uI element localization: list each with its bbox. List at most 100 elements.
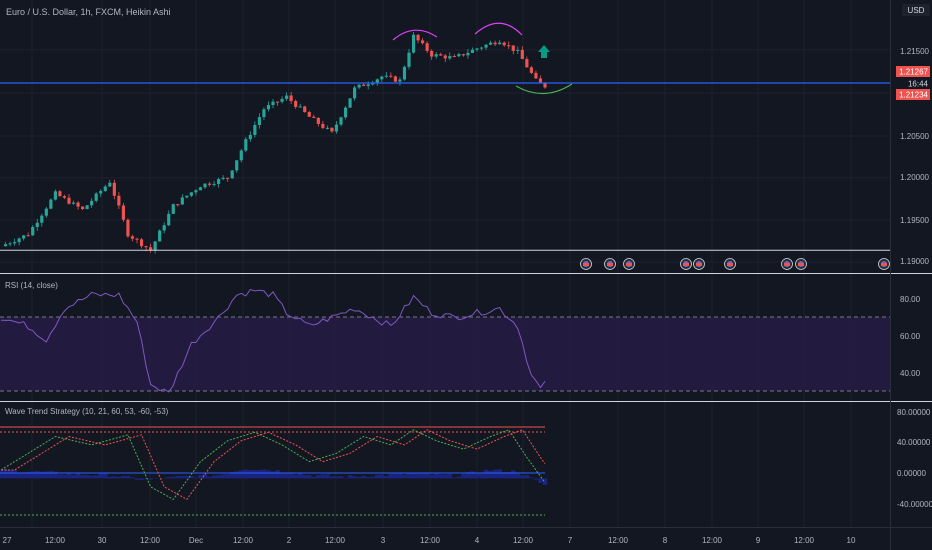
candle[interactable] [271, 101, 275, 106]
candle[interactable] [176, 204, 180, 206]
candle[interactable] [3, 244, 8, 247]
candle[interactable] [529, 67, 533, 73]
rsi-pane[interactable]: RSI (14, close) 80.00 60.00 40.00 [0, 281, 921, 393]
candle[interactable] [130, 236, 135, 239]
candle[interactable] [53, 191, 57, 200]
candle[interactable] [484, 44, 488, 48]
candle[interactable] [81, 206, 85, 210]
candle[interactable] [434, 54, 438, 57]
candle[interactable] [121, 205, 125, 220]
time-axis[interactable]: 27 12:00 30 12:00 Dec 12:00 2 12:00 3 12:00 4 12:00… [3, 536, 856, 545]
candle[interactable] [502, 42, 506, 46]
candle[interactable] [475, 48, 479, 50]
candle[interactable] [35, 222, 39, 228]
currency-button[interactable]: USD [908, 6, 925, 15]
candle[interactable] [470, 49, 475, 53]
candle[interactable] [58, 191, 62, 197]
candle[interactable] [31, 227, 35, 236]
candle[interactable] [217, 179, 221, 184]
candle[interactable] [316, 117, 320, 124]
candle[interactable] [366, 84, 370, 86]
candle[interactable] [375, 79, 379, 83]
candle[interactable] [439, 54, 443, 56]
candle[interactable] [94, 193, 98, 201]
candle[interactable] [312, 116, 316, 118]
candle[interactable] [99, 190, 103, 194]
event-flag-icon[interactable] [878, 258, 890, 270]
candle[interactable] [357, 84, 361, 88]
candle[interactable] [167, 213, 171, 226]
candle[interactable] [452, 56, 456, 58]
candle[interactable] [321, 123, 325, 128]
wave-trend-pane[interactable]: Wave Trend Strategy (10, 21, 60, 53, -60… [0, 407, 932, 516]
candle[interactable] [407, 52, 411, 67]
candle[interactable] [248, 134, 252, 140]
candle[interactable] [257, 117, 261, 126]
candle[interactable] [498, 42, 502, 45]
candle[interactable] [275, 101, 280, 103]
candle[interactable] [203, 183, 207, 188]
candle[interactable] [511, 45, 515, 51]
candle[interactable] [380, 76, 384, 80]
candle[interactable] [461, 54, 465, 56]
event-flag-icon[interactable] [580, 258, 592, 270]
candle[interactable] [457, 54, 461, 57]
price-pane[interactable]: Euro / U.S. Dollar, 1h, FXCM, Heikin Ash… [0, 7, 890, 270]
candle[interactable] [334, 124, 339, 132]
candle[interactable] [212, 183, 216, 185]
candle[interactable] [343, 107, 348, 118]
candle[interactable] [153, 241, 157, 251]
candle[interactable] [171, 204, 175, 214]
candle[interactable] [198, 187, 203, 191]
price-axis[interactable]: 1. USD 1.21500 1.20500 1.20000 1.19500 1… [896, 4, 930, 266]
candle[interactable] [416, 34, 420, 41]
candle[interactable] [76, 202, 80, 207]
candle[interactable] [158, 230, 162, 242]
candle[interactable] [262, 109, 266, 118]
candle[interactable] [108, 182, 112, 187]
candle[interactable] [26, 235, 30, 237]
candle[interactable] [103, 186, 107, 191]
event-flag-icon[interactable] [693, 258, 705, 270]
candle[interactable] [353, 87, 357, 99]
candle[interactable] [289, 95, 293, 102]
candle[interactable] [135, 238, 139, 240]
candle[interactable] [239, 150, 243, 161]
candle[interactable] [443, 55, 447, 59]
candle[interactable] [235, 160, 239, 171]
candle[interactable] [17, 238, 21, 243]
event-flag-icon[interactable] [604, 258, 616, 270]
candle[interactable] [139, 239, 144, 247]
candle[interactable] [402, 66, 407, 80]
candle[interactable] [371, 82, 375, 85]
candle[interactable] [411, 34, 416, 53]
event-flag-icon[interactable] [623, 258, 635, 270]
candle[interactable] [144, 246, 148, 248]
candle[interactable] [244, 139, 248, 151]
candle[interactable] [520, 49, 524, 60]
candle[interactable] [71, 202, 76, 204]
rsi-line[interactable] [0, 289, 546, 393]
candle[interactable] [49, 199, 53, 209]
candle[interactable] [189, 192, 193, 196]
candle[interactable] [13, 242, 17, 244]
candle[interactable] [112, 182, 116, 196]
candle[interactable] [126, 219, 130, 237]
candle[interactable] [67, 197, 71, 204]
candle[interactable] [339, 117, 343, 125]
candle[interactable] [207, 183, 212, 185]
candle[interactable] [421, 40, 425, 44]
candle[interactable] [62, 196, 67, 198]
candle[interactable] [266, 105, 271, 110]
candle[interactable] [493, 42, 497, 45]
candle[interactable] [525, 59, 529, 68]
horizontal-lines[interactable] [0, 82, 890, 251]
candle[interactable] [538, 78, 543, 83]
event-flag-icon[interactable] [680, 258, 692, 270]
candle[interactable] [516, 49, 520, 51]
candle[interactable] [307, 112, 311, 117]
candle[interactable] [280, 98, 284, 102]
candle[interactable] [285, 95, 289, 99]
candle[interactable] [543, 82, 547, 88]
